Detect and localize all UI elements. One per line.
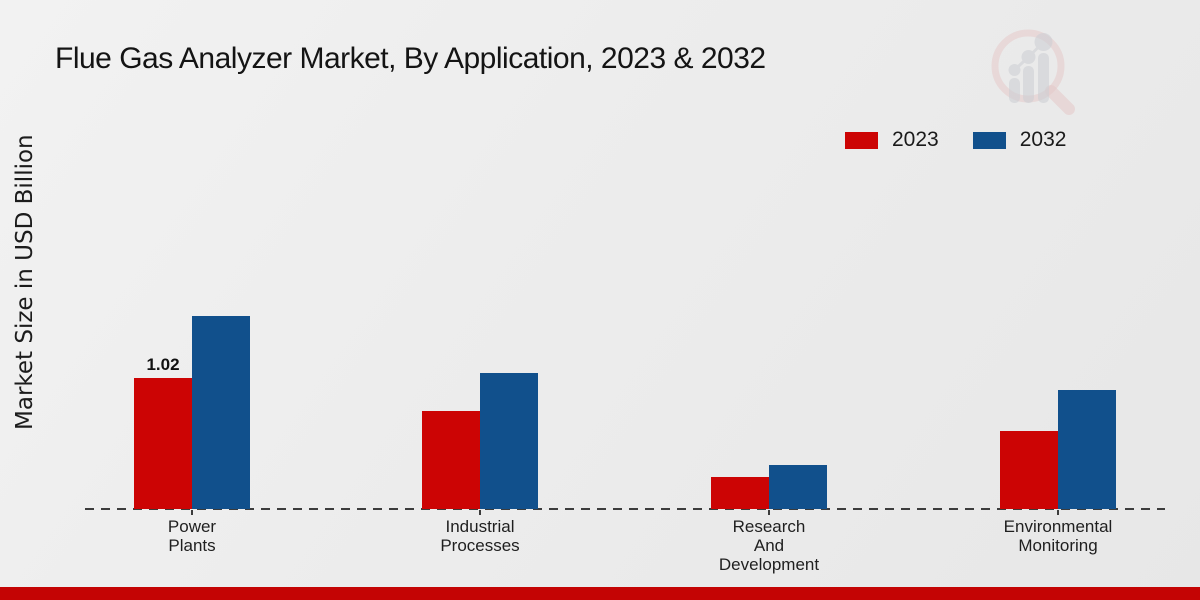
bar-2032-environmental-monitoring <box>1058 390 1116 509</box>
x-axis-category-label: Power Plants <box>167 517 217 555</box>
x-axis-tick <box>768 510 770 515</box>
bar-2032-power-plants <box>192 316 250 509</box>
legend-item-2023: 2023 <box>845 128 939 152</box>
legend-label: 2023 <box>892 128 939 151</box>
bar-2023-research-and-development <box>711 477 769 509</box>
x-axis-category-label: Environmental Monitoring <box>1003 517 1113 555</box>
bar-2032-industrial-processes <box>480 373 538 509</box>
bar-2023-industrial-processes <box>422 411 480 509</box>
x-axis-category-label: Industrial Processes <box>440 517 520 555</box>
legend-label: 2032 <box>1019 128 1067 151</box>
legend-item-2032: 2032 <box>972 128 1067 152</box>
legend: 2023 2032 <box>845 128 1066 152</box>
x-axis-line <box>85 508 1165 510</box>
legend-swatch-2023 <box>845 131 878 149</box>
bar-2032-research-and-development <box>769 465 827 509</box>
brand-logo-watermark <box>991 29 1075 115</box>
x-axis-tick <box>191 510 193 515</box>
footer-red-strip <box>0 587 1200 600</box>
x-axis-tick <box>1057 510 1059 515</box>
x-axis-category-label: Research And Development <box>718 517 820 574</box>
chart-title: Flue Gas Analyzer Market, By Application… <box>55 42 766 75</box>
bar-value-label: 1.02 <box>146 355 180 374</box>
legend-swatch-2032 <box>972 131 1006 149</box>
bar-2023-environmental-monitoring <box>1000 431 1058 509</box>
x-axis-tick <box>479 510 481 515</box>
bar-2023-power-plants <box>134 378 192 509</box>
